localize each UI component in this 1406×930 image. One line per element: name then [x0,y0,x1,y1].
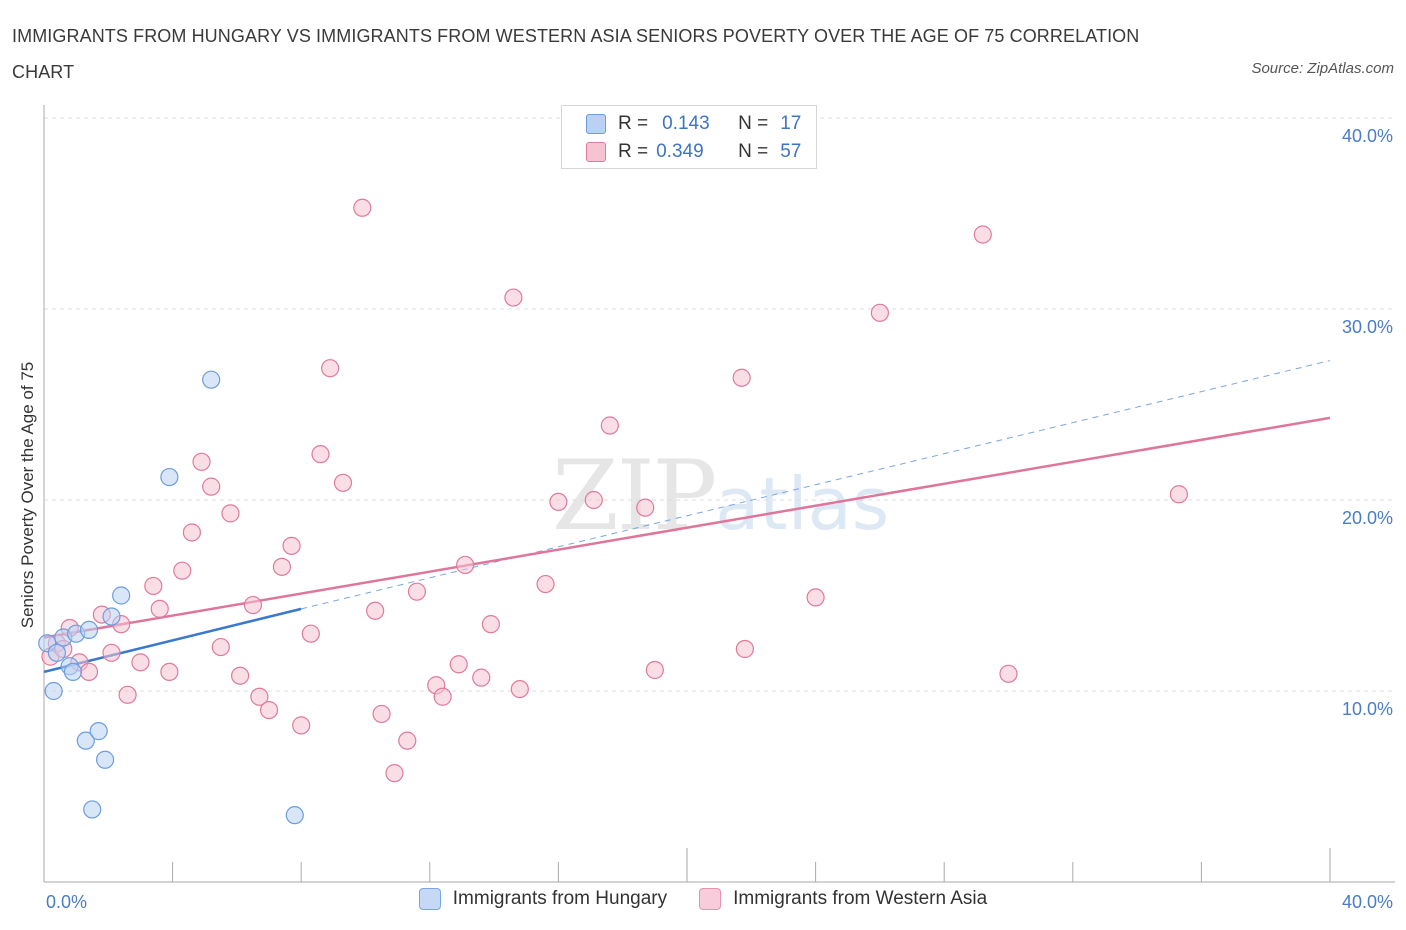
point-western-asia [398,731,417,750]
point-western-asia [433,687,452,706]
point-western-asia [735,639,754,659]
point-western-asia [79,662,99,682]
x-tick-label: 40.0% [1342,892,1393,912]
point-western-asia [211,637,230,657]
n-label: N = [738,113,769,134]
trend-hungary-extension [301,360,1331,610]
r-value: 0.143 [662,113,710,134]
watermark: ZIPatlas [552,440,889,552]
r-label: R = [618,141,649,162]
point-western-asia [806,588,825,607]
chart-title: IMMIGRANTS FROM HUNGARY VS IMMIGRANTS FR… [12,26,1140,82]
point-western-asia [282,536,301,555]
point-hungary [202,370,221,389]
point-western-asia [311,445,330,464]
point-western-asia [1169,485,1188,504]
hungary-swatch [586,114,606,134]
watermark-atlas: atlas [715,462,890,546]
r-value: 0.349 [656,141,704,162]
point-hungary [79,620,99,639]
point-western-asia [221,504,240,523]
y-tick-label: 10.0% [1342,699,1393,719]
point-western-asia [536,574,555,594]
point-western-asia [407,582,427,601]
point-western-asia [973,225,992,244]
legend-item-western-asia[interactable]: Immigrants from Western Asia [699,888,987,910]
n-label: N = [738,141,769,162]
point-hungary [63,662,83,682]
n-value: 17 [780,113,802,134]
point-western-asia [144,576,163,596]
point-hungary [112,586,131,605]
point-western-asia [150,599,169,618]
hungary-legend-swatch [418,888,441,910]
point-western-asia [301,624,320,643]
point-western-asia [182,523,201,542]
y-tick-label: 30.0% [1342,317,1393,337]
point-western-asia [131,653,150,672]
point-western-asia [600,416,619,435]
x-tick-label: 0.0% [46,892,87,912]
point-western-asia [102,643,121,662]
point-western-asia [584,490,603,510]
point-western-asia [250,687,269,706]
point-western-asia [192,452,211,471]
point-western-asia [231,666,250,685]
point-western-asia [549,492,568,512]
point-western-asia [645,660,664,680]
stats-row-western-asia: R = 0.349 N = 57 [586,139,801,165]
y-tick-label: 20.0% [1342,508,1393,528]
n-value: 57 [780,141,802,162]
point-hungary [160,467,179,487]
western-asia-swatch [586,142,606,162]
point-western-asia [160,662,179,682]
trend-western-asia [43,416,1331,639]
point-western-asia [372,704,391,724]
point-western-asia [202,477,221,496]
y-tick-label: 40.0% [1342,126,1393,146]
axes [43,105,1395,883]
point-western-asia [732,368,751,387]
source-note: Source: ZipAtlas.com [1251,60,1394,77]
point-hungary [285,806,304,825]
point-western-asia [333,473,353,492]
point-western-asia [999,664,1018,683]
point-hungary [76,731,95,750]
stats-row-hungary: R = 0.143 N = 17 [586,111,801,137]
western-asia-legend-swatch [699,888,722,910]
point-western-asia [449,655,468,674]
point-western-asia [481,615,500,634]
tick-labels: 10.0% 20.0% 30.0% 40.0% 0.0% 40.0% [46,126,1393,912]
point-western-asia [353,198,372,217]
point-western-asia [472,668,491,687]
point-western-asia [321,359,340,378]
point-western-asia [243,595,263,615]
point-hungary [102,607,121,626]
stats-legend: R = 0.143 N = 17 R = 0.349 N = 57 [561,105,817,169]
point-hungary [89,722,108,741]
point-western-asia [118,685,137,704]
point-western-asia [870,303,890,322]
legend-item-hungary[interactable]: Immigrants from Hungary [418,888,668,910]
point-western-asia [504,288,523,307]
point-western-asia [259,700,279,720]
series-legend: Immigrants from Hungary Immigrants from … [0,888,1406,910]
point-hungary [47,643,66,662]
point-western-asia [272,557,292,576]
point-hungary [44,681,63,701]
point-western-asia [385,764,404,783]
point-hungary [83,800,102,819]
legend-label-hungary: Immigrants from Hungary [452,888,668,909]
r-label: R = [618,113,649,134]
point-hungary [95,750,115,769]
point-western-asia [510,679,529,699]
point-western-asia [636,498,655,517]
point-western-asia [292,716,311,735]
point-western-asia [173,561,192,580]
watermark-zip: ZIP [552,440,717,552]
data-points [38,198,1188,825]
legend-label-western-asia: Immigrants from Western Asia [733,888,988,909]
point-western-asia [456,555,475,575]
point-western-asia [366,601,385,620]
